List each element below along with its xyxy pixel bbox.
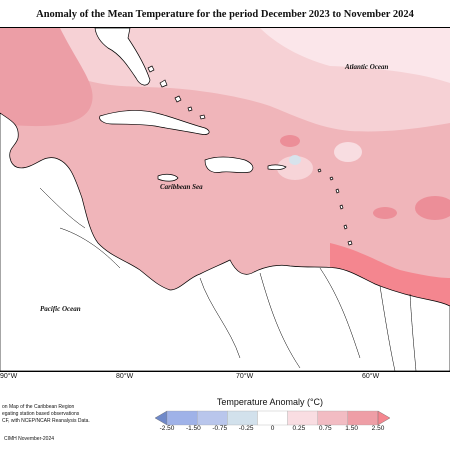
borders — [39, 187, 417, 371]
anomaly-spot-warm-2 — [415, 196, 450, 220]
legend-swatch — [196, 410, 228, 426]
anomaly-spot-cool — [289, 155, 301, 165]
legend-tick-label: 0.25 — [292, 425, 306, 432]
florida — [94, 28, 151, 86]
legend-swatch — [166, 410, 198, 426]
legend-tick-label: 0 — [270, 425, 275, 432]
credit-text: on Map of the Caribbean Region egating s… — [2, 404, 90, 424]
copyright: CIMH November-2024 — [4, 436, 55, 442]
legend-swatch-high — [377, 410, 390, 426]
legend-tick-label: 1.50 — [345, 425, 358, 432]
anomaly-gulf — [0, 28, 93, 127]
legend-swatch — [347, 410, 379, 426]
label-pacific: Pacific Ocean — [40, 305, 81, 313]
legend-swatch — [317, 410, 349, 426]
legend-tick-label: -0.25 — [238, 425, 254, 432]
lon-label-60w: 60°W — [362, 373, 380, 380]
anomaly-band-lightest — [260, 28, 450, 83]
label-caribbean: Caribbean Sea — [160, 183, 203, 191]
lon-label-70w: 70°W — [236, 373, 254, 380]
legend-tick-label: -0.75 — [212, 425, 228, 432]
bahamas — [147, 65, 206, 120]
anomaly-map — [0, 27, 450, 372]
legend-tick-label: 2.50 — [371, 425, 385, 432]
anomaly-spot-warm — [373, 207, 397, 219]
lon-label-80w: 80°W — [116, 373, 134, 380]
cuba — [99, 110, 210, 135]
legend-tick-label: -2.50 — [159, 425, 175, 432]
legend-swatch — [227, 410, 258, 426]
legend-title: Temperature Anomaly (°C) — [216, 397, 324, 407]
central-south-america — [0, 112, 450, 371]
lon-label-90w: 90°W — [0, 373, 18, 380]
legend-colorbar — [155, 410, 390, 426]
anomaly-spot-light — [277, 156, 313, 180]
anomaly-spot-light-2 — [334, 142, 362, 162]
lesser-antilles — [317, 168, 353, 246]
anomaly-spot-warm-3 — [280, 135, 300, 147]
legend-tick-label: -1.50 — [185, 425, 201, 432]
legend-swatch — [287, 410, 318, 426]
land — [0, 28, 450, 371]
legend-tick-label: 0.75 — [318, 425, 332, 432]
jamaica — [157, 173, 179, 182]
label-atlantic: Atlantic Ocean — [345, 63, 389, 71]
hispaniola — [204, 156, 254, 174]
map-title: Anomaly of the Mean Temperature for the … — [36, 9, 414, 20]
legend-swatch-low — [155, 410, 168, 426]
puerto-rico — [267, 164, 287, 170]
legend-swatch — [257, 410, 288, 426]
